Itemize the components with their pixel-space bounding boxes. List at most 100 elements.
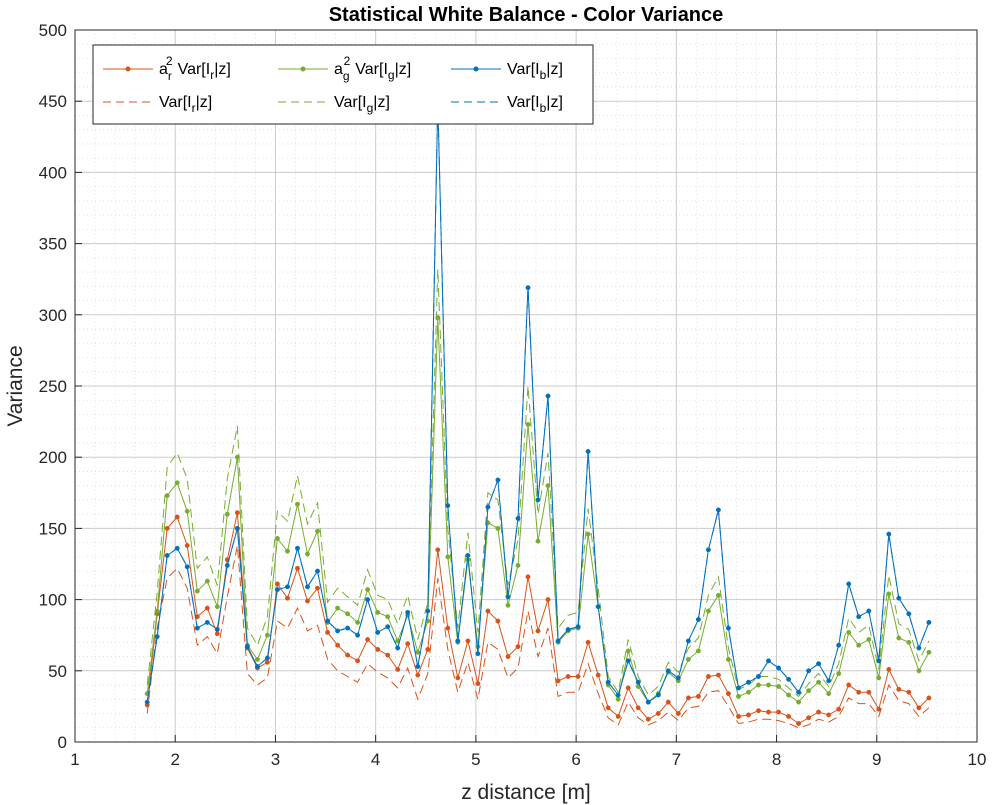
data-point	[505, 602, 511, 608]
data-point	[415, 649, 421, 655]
x-tick-label: 3	[271, 750, 280, 769]
data-point	[886, 531, 892, 537]
data-point	[545, 483, 551, 489]
data-point	[144, 699, 150, 705]
data-point	[535, 628, 541, 634]
x-tick-label: 4	[371, 750, 380, 769]
data-point	[445, 503, 451, 509]
data-point	[355, 632, 361, 638]
data-point	[565, 674, 571, 679]
x-tick-label: 9	[872, 750, 881, 769]
data-point	[605, 705, 611, 711]
data-point	[234, 510, 240, 516]
data-point	[214, 627, 220, 632]
data-point	[254, 664, 260, 669]
data-point	[595, 672, 601, 678]
data-point	[515, 562, 521, 568]
data-point	[926, 695, 932, 701]
data-point	[174, 480, 180, 486]
data-point	[164, 493, 170, 499]
data-point	[876, 706, 882, 712]
data-point	[715, 507, 721, 513]
data-point	[184, 543, 190, 548]
legend-label: ar2 Var[Ir|z]	[159, 54, 231, 83]
data-point	[295, 501, 300, 507]
data-point	[896, 595, 902, 601]
data-point	[415, 672, 421, 678]
data-point	[836, 671, 842, 677]
data-point	[665, 699, 671, 705]
data-point	[194, 625, 200, 631]
data-point	[766, 709, 771, 715]
data-point	[635, 705, 641, 711]
data-point	[244, 644, 250, 650]
data-point	[906, 689, 912, 695]
data-point	[655, 692, 661, 698]
data-point	[725, 625, 731, 631]
data-point	[495, 525, 501, 531]
data-point	[174, 514, 180, 520]
data-point	[495, 477, 501, 483]
data-point	[906, 611, 912, 617]
data-point	[395, 645, 401, 651]
data-point	[204, 578, 210, 584]
data-point	[575, 624, 581, 630]
x-ticks: 1 2 3 4 5 6 7 8 9 10	[70, 735, 986, 769]
data-point	[746, 689, 751, 695]
data-point	[425, 608, 431, 614]
data-point	[315, 568, 320, 574]
data-point	[635, 679, 641, 685]
data-point	[164, 525, 170, 531]
data-point	[375, 609, 381, 615]
data-point	[806, 715, 812, 721]
data-point	[816, 661, 822, 667]
legend-entry-leg-b-d: Var[Ib|z]	[451, 94, 563, 115]
data-point	[184, 564, 190, 570]
legend-label: Var[Ig|z]	[334, 94, 390, 115]
data-point	[224, 511, 230, 517]
series-layer	[144, 98, 932, 729]
data-point	[335, 642, 341, 648]
data-point	[535, 497, 541, 503]
legend-box	[92, 44, 594, 125]
x-tick-label: 10	[968, 750, 987, 769]
data-point	[475, 681, 481, 687]
data-point	[505, 594, 511, 600]
data-point	[615, 696, 621, 702]
data-point	[916, 705, 922, 711]
data-point	[154, 634, 160, 640]
data-point	[695, 617, 701, 622]
data-point	[274, 535, 280, 541]
data-point	[826, 691, 832, 697]
data-point	[224, 562, 230, 568]
data-point	[465, 553, 471, 558]
data-point	[385, 614, 391, 620]
data-point	[856, 614, 862, 620]
legend: ar2 Var[Ir|z] ag2 Var[Ig|z] Var[Ib|z] Var[Ir|…	[92, 44, 594, 125]
data-point	[184, 508, 190, 514]
series-4	[146, 269, 930, 698]
data-point	[295, 565, 300, 571]
data-point	[886, 591, 892, 597]
y-tick-label: 100	[39, 591, 67, 610]
data-point	[756, 682, 761, 688]
data-point	[555, 638, 561, 644]
data-point	[174, 545, 180, 551]
data-point	[876, 675, 882, 681]
data-point	[655, 711, 661, 716]
data-point	[826, 712, 832, 718]
data-point	[736, 685, 741, 691]
data-point	[725, 691, 731, 697]
data-point	[585, 639, 591, 645]
data-point	[204, 605, 210, 611]
x-tick-label: 8	[772, 750, 781, 769]
legend-entry-leg-ag: ag2 Var[Ig|z]	[278, 54, 411, 83]
legend-label: ag2 Var[Ig|z]	[334, 54, 411, 83]
y-tick-label: 300	[39, 306, 67, 325]
data-point	[305, 598, 310, 604]
data-point	[685, 695, 691, 701]
data-point	[485, 504, 491, 510]
data-point	[345, 652, 351, 658]
data-point	[796, 721, 802, 726]
data-point	[435, 547, 441, 553]
